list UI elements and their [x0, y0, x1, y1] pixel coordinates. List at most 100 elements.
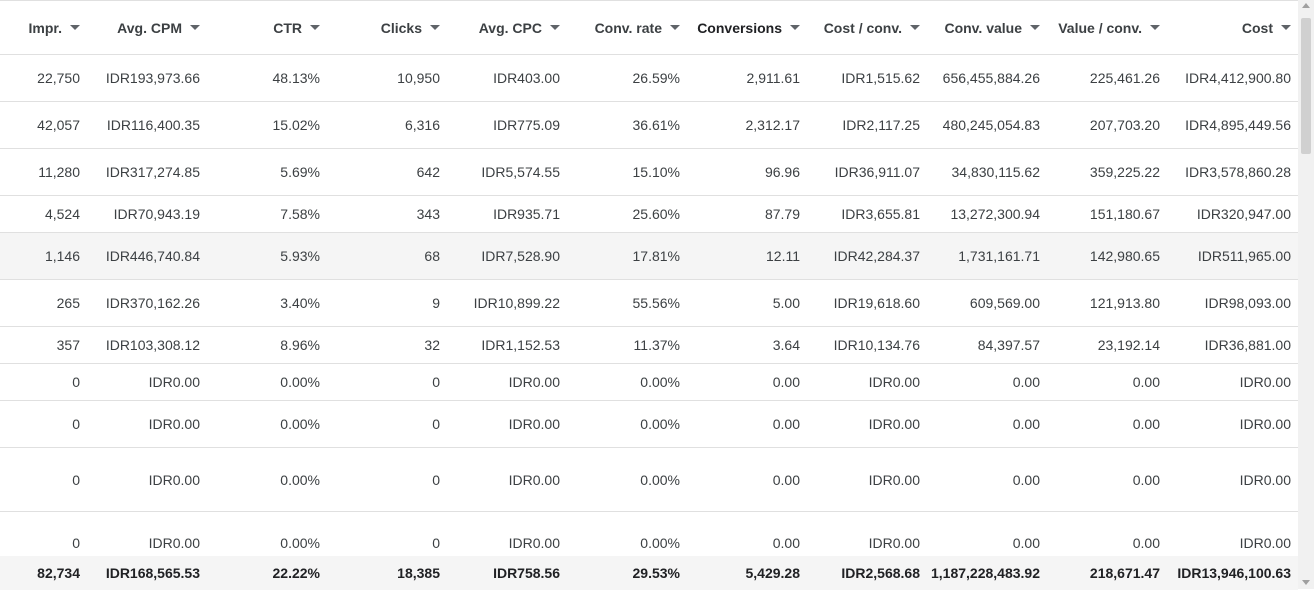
table-cell: 2,312.17: [745, 117, 801, 133]
table-row[interactable]: 0 IDR0.00 0.00% 0 IDR0.00 0.00% 0.00 IDR0.00 0.0…: [0, 512, 1298, 556]
table-cell: 0.00: [772, 374, 800, 390]
table-cell: 1,731,161.71: [958, 248, 1040, 264]
table-row[interactable]: 265 IDR370,162.26 3.40% 9 IDR10,899.22 55.56%…: [0, 280, 1298, 327]
chevron-down-icon[interactable]: [790, 25, 800, 30]
table-cell: 55.56%: [632, 295, 680, 311]
column-header-ctr[interactable]: CTR: [202, 1, 320, 54]
table-cell: 0.00: [1132, 535, 1160, 551]
table-cell: IDR116,400.35: [106, 117, 200, 133]
table-cell: IDR0.00: [508, 374, 560, 390]
table-cell: IDR36,911.07: [834, 164, 920, 180]
table-cell: 0.00: [1012, 535, 1040, 551]
chevron-down-icon[interactable]: [70, 25, 80, 30]
chevron-down-icon[interactable]: [1030, 25, 1040, 30]
table-cell: 7.58%: [280, 206, 320, 222]
column-header-cost-conv[interactable]: Cost / conv.: [802, 1, 920, 54]
table-cell: 32: [424, 337, 440, 353]
table-cell: 5.69%: [280, 164, 320, 180]
chevron-down-icon[interactable]: [430, 25, 440, 30]
table-cell: 359,225.22: [1089, 164, 1160, 180]
table-cell: 25.60%: [632, 206, 680, 222]
table-cell: 265: [56, 295, 80, 311]
scroll-up-arrow-icon[interactable]: [1302, 3, 1310, 8]
table-row[interactable]: 22,750 IDR193,973.66 48.13% 10,950 IDR403.00…: [0, 55, 1298, 102]
chevron-down-icon[interactable]: [1281, 25, 1291, 30]
table-cell: 0.00: [772, 416, 800, 432]
column-header-conversions[interactable]: Conversions: [682, 1, 800, 54]
column-header-conv-rate[interactable]: Conv. rate: [562, 1, 680, 54]
table-cell: 0.00: [1132, 374, 1160, 390]
table-cell: IDR0.00: [508, 416, 560, 432]
table-cell: 12.11: [766, 248, 800, 264]
column-header-label: Conv. rate: [594, 19, 662, 36]
table-row[interactable]: 0 IDR0.00 0.00% 0 IDR0.00 0.00% 0.00 IDR0.00 0.0…: [0, 448, 1298, 512]
table-cell: IDR0.00: [1239, 374, 1291, 390]
column-header-impr[interactable]: Impr.: [0, 1, 80, 54]
column-header-label: Clicks: [380, 19, 422, 36]
totals-cell: 22.22%: [272, 565, 320, 581]
column-header-clicks[interactable]: Clicks: [322, 1, 440, 54]
table-cell: 84,397.57: [977, 337, 1040, 353]
vertical-scrollbar[interactable]: [1298, 0, 1314, 589]
table-cell: 0: [432, 374, 440, 390]
table-cell: 23,192.14: [1097, 337, 1160, 353]
table-cell: 68: [424, 248, 440, 264]
table-row[interactable]: 42,057 IDR116,400.35 15.02% 6,316 IDR775.09 3…: [0, 102, 1298, 149]
table-cell: 0: [72, 471, 80, 488]
totals-cell: 5,429.28: [745, 565, 801, 581]
table-cell: 11.37%: [633, 337, 680, 353]
table-cell: 5.93%: [280, 248, 320, 264]
table-cell: IDR3,578,860.28: [1185, 164, 1291, 180]
table-cell: 357: [56, 337, 80, 353]
column-header-avg-cpm[interactable]: Avg. CPM: [82, 1, 200, 54]
table-cell: IDR1,515.62: [841, 70, 920, 86]
totals-cell: 29.53%: [632, 565, 680, 581]
table-cell: IDR511,965.00: [1197, 248, 1291, 264]
table-row[interactable]: 11,280 IDR317,274.85 5.69% 642 IDR5,574.55 15…: [0, 149, 1298, 196]
table-cell: IDR0.00: [1239, 416, 1291, 432]
table-cell: 0.00: [1132, 471, 1160, 488]
table-cell: IDR193,973.66: [105, 70, 200, 86]
column-header-label: Cost: [1241, 19, 1273, 36]
table-cell: 1,146: [44, 248, 80, 264]
column-header-value-conv[interactable]: Value / conv.: [1042, 1, 1160, 54]
table-row[interactable]: 4,524 IDR70,943.19 7.58% 343 IDR935.71 25.60%…: [0, 196, 1298, 233]
table-cell: 87.79: [764, 206, 800, 222]
table-cell: 142,980.65: [1089, 248, 1160, 264]
table-row[interactable]: 1,146 IDR446,740.84 5.93% 68 IDR7,528.90 17.8…: [0, 233, 1298, 280]
table-cell: IDR10,134.76: [833, 337, 920, 353]
scrollbar-thumb[interactable]: [1301, 18, 1311, 154]
column-header-avg-cpc[interactable]: Avg. CPC: [442, 1, 560, 54]
table-cell: 0.00: [1132, 416, 1160, 432]
table-cell: 0.00: [772, 535, 800, 551]
chevron-down-icon[interactable]: [1150, 25, 1160, 30]
table-cell: IDR775.09: [493, 117, 560, 133]
chevron-down-icon[interactable]: [550, 25, 560, 30]
table-cell: IDR10,899.22: [473, 295, 560, 311]
column-header-conv-value[interactable]: Conv. value: [922, 1, 1040, 54]
column-header-cost[interactable]: Cost: [1162, 1, 1291, 54]
table-row[interactable]: 0 IDR0.00 0.00% 0 IDR0.00 0.00% 0.00 IDR0.00 0.0…: [0, 364, 1298, 401]
table-cell: 11,280: [38, 164, 80, 180]
table-header: Impr. Avg. CPM CTR Clicks Avg. CPC Conv. rate…: [0, 1, 1298, 55]
table-row[interactable]: 0 IDR0.00 0.00% 0 IDR0.00 0.00% 0.00 IDR0.00 0.0…: [0, 401, 1298, 448]
table-cell: 207,703.20: [1089, 117, 1160, 133]
table-cell: 0.00: [1012, 416, 1040, 432]
table-cell: 0.00: [1012, 471, 1040, 488]
totals-cell: IDR758.56: [493, 565, 560, 581]
column-header-label: Conv. value: [944, 19, 1022, 36]
table-cell: 656,455,884.26: [942, 70, 1040, 86]
table-row[interactable]: 357 IDR103,308.12 8.96% 32 IDR1,152.53 11.37%…: [0, 327, 1298, 364]
table-cell: 0.00%: [280, 471, 320, 488]
chevron-down-icon[interactable]: [910, 25, 920, 30]
table-cell: 0.00%: [640, 416, 680, 432]
chevron-down-icon[interactable]: [310, 25, 320, 30]
table-cell: 121,913.80: [1089, 295, 1160, 311]
table-cell: IDR4,895,449.56: [1185, 117, 1291, 133]
chevron-down-icon[interactable]: [670, 25, 680, 30]
table-cell: 10,950: [397, 70, 440, 86]
scroll-down-arrow-icon[interactable]: [1302, 580, 1310, 585]
table-cell: 6,316: [404, 117, 440, 133]
chevron-down-icon[interactable]: [190, 25, 200, 30]
